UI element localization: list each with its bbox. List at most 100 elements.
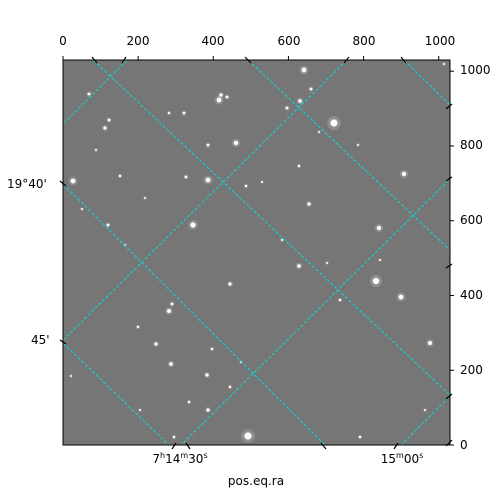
world-tick-mark xyxy=(400,56,407,64)
star xyxy=(206,143,210,147)
star xyxy=(261,181,263,183)
star xyxy=(357,144,359,146)
star xyxy=(285,106,289,110)
world-tick-mark xyxy=(320,442,327,450)
ra-minutes-value: 14 xyxy=(165,452,181,466)
stars-layer xyxy=(68,62,446,443)
right-tick-label-200: 200 xyxy=(460,363,483,377)
star xyxy=(216,97,222,103)
star xyxy=(70,178,76,184)
star xyxy=(244,184,248,188)
ra-hours-unit: h xyxy=(160,451,166,460)
grid-line xyxy=(403,60,450,106)
star xyxy=(95,149,97,151)
star xyxy=(169,362,173,366)
sky-image-background xyxy=(63,60,450,445)
star xyxy=(228,282,232,286)
star xyxy=(376,225,382,231)
star xyxy=(205,373,209,377)
top-tick-label-0: 0 xyxy=(59,34,67,48)
star xyxy=(118,174,122,178)
right-tick-label-1000: 1000 xyxy=(460,63,491,77)
world-tick-mark xyxy=(185,442,191,450)
ra-seconds-unit: s xyxy=(203,451,208,460)
world-tick-mark xyxy=(91,56,98,64)
star xyxy=(330,119,338,127)
star xyxy=(210,347,214,351)
world-tick-mark xyxy=(445,103,453,110)
star xyxy=(228,385,232,389)
star xyxy=(170,302,174,306)
right-tick-label-600: 600 xyxy=(460,213,483,227)
star xyxy=(205,177,211,183)
star xyxy=(225,95,229,99)
star xyxy=(167,309,171,313)
star xyxy=(424,409,426,411)
ra-hours-value: 7 xyxy=(152,452,161,466)
world-tick-mark xyxy=(445,439,453,447)
plot-frame xyxy=(62,59,451,446)
star xyxy=(106,223,110,227)
star xyxy=(187,400,191,404)
star xyxy=(309,87,313,91)
ra-minutes-unit: m xyxy=(180,451,189,460)
world-tick-mark xyxy=(445,393,453,400)
grid-line xyxy=(247,60,450,251)
star xyxy=(172,435,176,439)
star xyxy=(139,409,141,411)
world-tick-mark xyxy=(343,56,350,64)
star xyxy=(167,111,171,115)
star xyxy=(297,164,301,168)
star xyxy=(401,171,407,177)
world-tick-mark xyxy=(59,180,67,187)
star xyxy=(443,63,445,65)
star xyxy=(233,140,239,146)
right-tick-label-400: 400 xyxy=(460,288,483,302)
star xyxy=(70,375,72,377)
star xyxy=(428,341,432,345)
ra-seconds-value: 30 xyxy=(188,452,204,466)
star xyxy=(318,131,320,133)
star xyxy=(244,432,252,440)
axis-ticks xyxy=(59,56,454,450)
x-axis-title: pos.eq.ra xyxy=(227,474,285,488)
star xyxy=(307,202,311,206)
grid-line xyxy=(400,395,450,445)
star xyxy=(103,126,107,130)
star xyxy=(338,298,342,302)
grid-line xyxy=(63,60,128,125)
star xyxy=(206,408,210,412)
right-tick-label-0: 0 xyxy=(460,438,468,452)
star xyxy=(136,325,140,329)
star xyxy=(144,197,146,199)
star xyxy=(379,259,381,261)
ra-minutes-unit: m xyxy=(396,451,404,460)
star xyxy=(298,99,302,103)
star xyxy=(219,93,223,97)
dec-tick-label-45: 45' xyxy=(31,333,50,347)
star xyxy=(358,435,362,439)
world-tick-mark xyxy=(445,176,453,182)
top-tick-label-600: 600 xyxy=(277,34,301,48)
ra-tick-label-15m00s: 15m00s xyxy=(381,451,424,468)
star xyxy=(281,239,283,241)
coordinate-grid xyxy=(63,60,450,445)
world-tick-mark xyxy=(244,56,252,64)
star xyxy=(297,264,301,268)
world-tick-mark xyxy=(445,263,453,269)
world-tick-mark xyxy=(121,56,127,64)
world-tick-mark xyxy=(393,442,399,450)
dec-tick-label-40: 19°40' xyxy=(7,177,47,191)
top-tick-label-800: 800 xyxy=(352,34,376,48)
top-tick-label-400: 400 xyxy=(201,34,225,48)
right-tick-label-800: 800 xyxy=(460,138,483,152)
top-tick-label-200: 200 xyxy=(126,34,150,48)
star xyxy=(372,277,380,285)
star xyxy=(154,342,158,346)
grid-line xyxy=(63,60,348,341)
grid-line xyxy=(92,60,450,396)
world-tick-mark xyxy=(59,339,67,345)
star xyxy=(182,111,186,115)
